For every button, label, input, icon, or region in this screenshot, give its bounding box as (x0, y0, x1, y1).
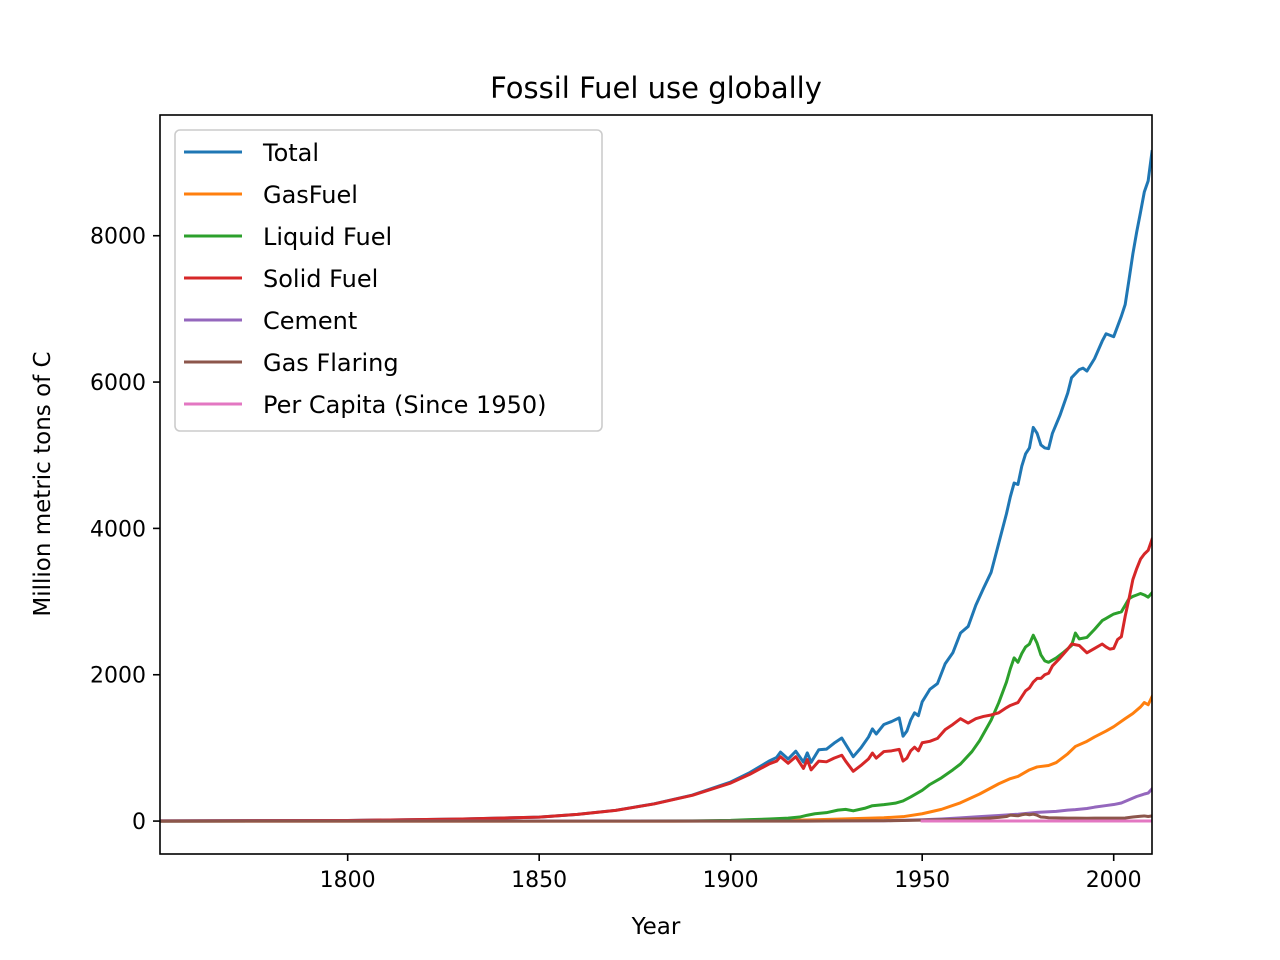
y-tick-label: 0 (132, 810, 146, 835)
x-tick-label: 1900 (703, 868, 759, 893)
legend-label-total: Total (262, 139, 319, 167)
y-tick-label: 4000 (90, 517, 146, 542)
x-axis-ticks: 1800 1850 1900 1950 2000 (320, 854, 1142, 893)
x-tick-label: 1800 (320, 868, 376, 893)
x-tick-label: 1950 (894, 868, 950, 893)
series-line-total (160, 149, 1152, 823)
y-tick-label: 2000 (90, 664, 146, 689)
y-axis-label: Million metric tons of C (30, 351, 56, 616)
y-tick-label: 6000 (90, 371, 146, 396)
legend-label-per-capita-since-1950: Per Capita (Since 1950) (263, 391, 547, 419)
legend-frame (174, 129, 603, 432)
legend-label-solid-fuel: Solid Fuel (263, 265, 378, 293)
chart-title: Fossil Fuel use globally (490, 71, 822, 105)
series-line-liquid-fuel (160, 590, 1152, 823)
y-tick-label: 8000 (90, 225, 146, 250)
legend-entries: Total GasFuel Liquid Fuel Solid Fuel Cement G… (184, 139, 547, 419)
x-tick-label: 1850 (511, 868, 567, 893)
series-line-solid-fuel (160, 537, 1152, 823)
x-axis-label: Year (631, 914, 681, 940)
x-tick-label: 2000 (1086, 868, 1142, 893)
series-layer (160, 149, 1152, 823)
legend-label-gasfuel: GasFuel (263, 181, 358, 209)
y-axis-ticks: 0 2000 4000 6000 8000 (90, 225, 160, 835)
series-line-gasfuel (160, 694, 1152, 823)
legend: Total GasFuel Liquid Fuel Solid Fuel Cement G… (174, 129, 603, 432)
plot-frame (159, 114, 1153, 855)
legend-label-cement: Cement (263, 307, 357, 335)
legend-label-gas-flaring: Gas Flaring (263, 349, 399, 377)
legend-label-liquid-fuel: Liquid Fuel (263, 223, 392, 251)
